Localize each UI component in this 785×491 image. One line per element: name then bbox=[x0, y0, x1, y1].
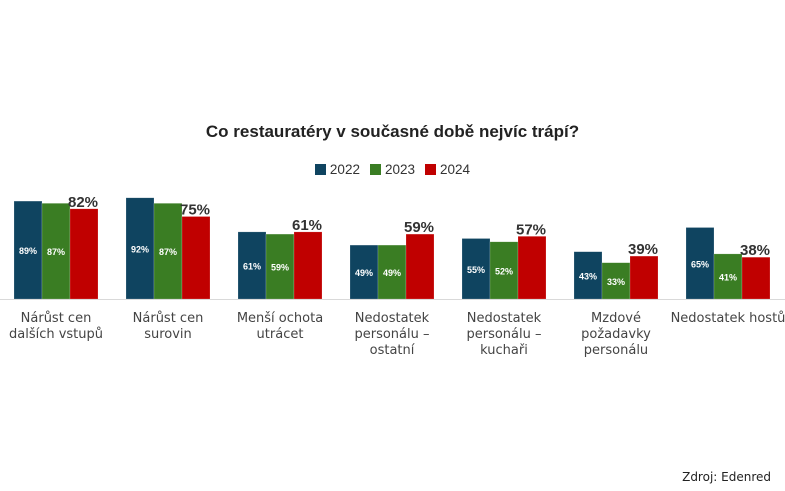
category-label: požadavky bbox=[581, 327, 651, 342]
bar bbox=[125, 197, 155, 300]
data-label: 61% bbox=[243, 261, 261, 271]
data-label: 43% bbox=[579, 271, 597, 281]
data-label: 39% bbox=[628, 241, 658, 258]
bar bbox=[293, 231, 323, 300]
bar bbox=[713, 253, 743, 300]
data-label: 82% bbox=[68, 194, 98, 211]
bar bbox=[741, 256, 771, 300]
category-label: dalších vstupů bbox=[9, 327, 103, 342]
bar bbox=[153, 203, 183, 300]
data-label: 59% bbox=[271, 263, 289, 273]
legend-swatch bbox=[369, 164, 381, 175]
category-label: personálu – bbox=[354, 327, 429, 342]
category-label: kuchaři bbox=[480, 343, 528, 358]
bar bbox=[573, 251, 603, 300]
category-label: utrácet bbox=[257, 327, 304, 342]
data-label: 49% bbox=[355, 268, 373, 278]
bar bbox=[13, 200, 43, 300]
bar bbox=[405, 233, 435, 300]
bar bbox=[69, 208, 99, 300]
data-label: 55% bbox=[467, 265, 485, 275]
bar bbox=[601, 262, 631, 300]
chart-title: Co restauratéry v současné době nejvíc t… bbox=[205, 122, 580, 141]
data-label: 89% bbox=[19, 246, 37, 256]
data-label: 33% bbox=[607, 277, 625, 287]
bar bbox=[237, 231, 267, 300]
data-label: 38% bbox=[740, 242, 770, 259]
data-label: 92% bbox=[131, 244, 149, 254]
legend-label: 2024 bbox=[440, 162, 471, 177]
category-label: ostatní bbox=[370, 343, 415, 358]
data-label: 87% bbox=[159, 247, 177, 257]
legend-swatch bbox=[314, 164, 326, 175]
legend-item: 2023 bbox=[369, 162, 416, 177]
data-label: 52% bbox=[495, 266, 513, 276]
category-label: surovin bbox=[144, 327, 192, 342]
bar bbox=[489, 241, 519, 300]
bar bbox=[629, 255, 659, 300]
bar bbox=[265, 233, 295, 300]
data-label: 87% bbox=[47, 247, 65, 257]
data-label: 65% bbox=[691, 259, 709, 269]
source-note: Zdroj: Edenred bbox=[682, 470, 771, 484]
legend: 2022 2023 2024 bbox=[0, 162, 785, 177]
category-label: Nedostatek hostů bbox=[671, 311, 785, 326]
category-label: personálu – bbox=[466, 327, 541, 342]
bar bbox=[517, 236, 547, 300]
data-label: 57% bbox=[516, 221, 546, 238]
legend-item: 2022 bbox=[314, 162, 360, 177]
legend-item: 2024 bbox=[425, 162, 470, 177]
bar bbox=[377, 244, 407, 300]
data-label: 61% bbox=[292, 217, 322, 234]
category-label: Menší ochota bbox=[237, 311, 323, 326]
category-label: Nárůst cen bbox=[133, 311, 204, 326]
legend-swatch bbox=[425, 164, 437, 175]
bar bbox=[349, 244, 379, 300]
category-label: Mzdové bbox=[591, 311, 641, 326]
data-label: 41% bbox=[719, 272, 737, 282]
data-label: 49% bbox=[383, 268, 401, 278]
data-label: 59% bbox=[404, 219, 434, 236]
data-label: 75% bbox=[180, 202, 210, 219]
category-label: Nárůst cen bbox=[21, 311, 92, 326]
category-label: personálu bbox=[584, 343, 648, 358]
bar bbox=[181, 216, 211, 300]
category-label: Nedostatek bbox=[467, 311, 542, 326]
category-label: Nedostatek bbox=[355, 311, 430, 326]
bar bbox=[41, 203, 71, 300]
legend-label: 2023 bbox=[384, 162, 416, 177]
legend-label: 2022 bbox=[329, 162, 360, 177]
